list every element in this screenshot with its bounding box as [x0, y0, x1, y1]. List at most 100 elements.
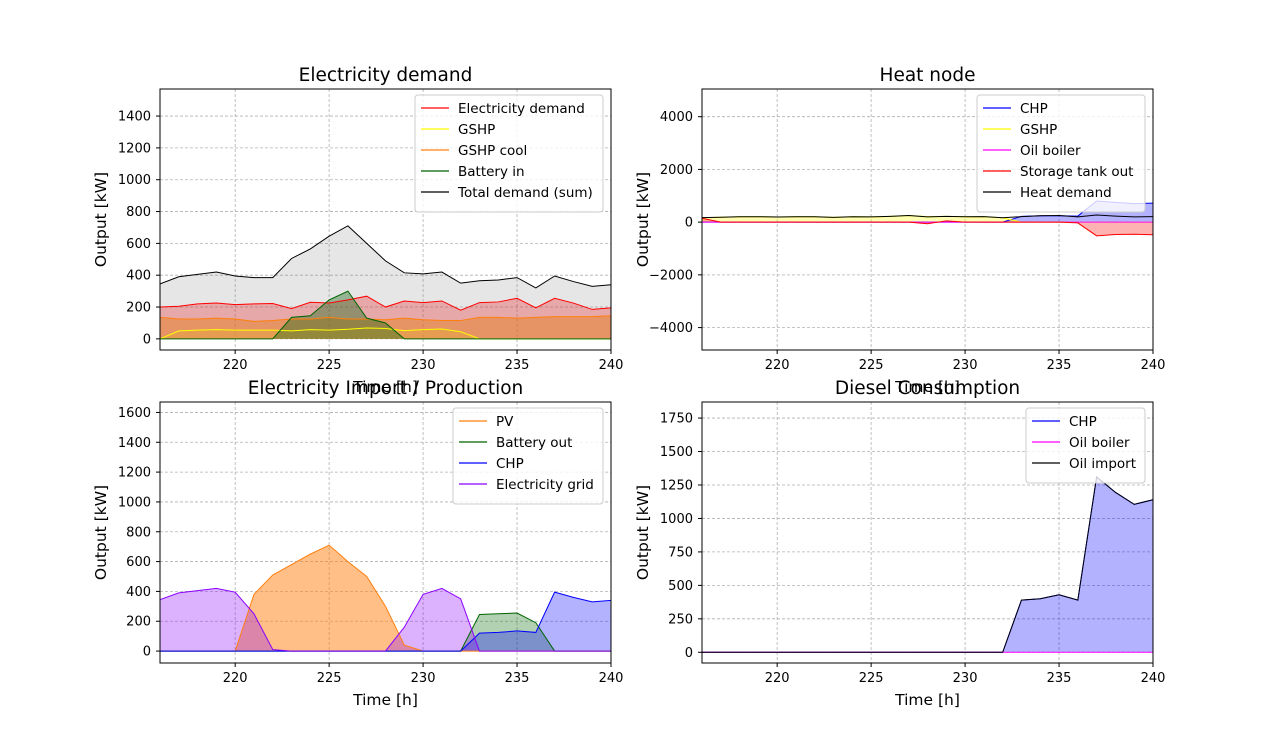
panel-title: Electricity demand	[299, 65, 473, 86]
legend-label-battery-in: Battery in	[458, 164, 525, 180]
y-axis-label: Output [kW]	[634, 172, 652, 267]
legend-label-gshp-cool: GSHP cool	[458, 143, 527, 159]
legend-label-oil-import: Oil import	[1069, 456, 1136, 472]
legend: CHP Oil boiler Oil import	[1025, 407, 1146, 484]
y-tick-label: 600	[126, 237, 151, 252]
legend-label-battery-out: Battery out	[496, 435, 572, 451]
legend-box	[414, 94, 604, 213]
x-tick-label: 240	[1141, 358, 1166, 373]
y-tick-label: 0	[143, 332, 151, 347]
y-tick-label: 1250	[660, 478, 693, 493]
legend: Electricity demand GSHP GSHP cool Battery i…	[414, 94, 604, 213]
y-tick-label: 4000	[660, 110, 693, 125]
electricity-import-production-panel: 220 225 230 235 240 0 200 400 600 800 1000 1200 1400…	[92, 378, 623, 709]
y-axis-label: Output [kW]	[92, 172, 110, 267]
series-line-oil-import	[702, 476, 1153, 653]
series-line-gshp-cool	[160, 315, 611, 322]
x-axis-label: Time [h]	[894, 691, 960, 709]
y-tick-label: 750	[668, 545, 693, 560]
electricity-demand-panel: 220 225 230 235 240 0 200 400 600 800 1000 1200 1400…	[92, 65, 623, 396]
legend-label-gshp: GSHP	[1020, 122, 1057, 138]
legend-label-oil-boiler: Oil boiler	[1020, 143, 1081, 159]
y-axis-label: Output [kW]	[92, 485, 110, 580]
x-tick-label: 220	[765, 358, 790, 373]
legend-label-oil-boiler: Oil boiler	[1069, 435, 1130, 451]
legend-label-pv: PV	[496, 414, 514, 430]
series-fill-pv	[160, 545, 611, 652]
y-tick-label: 1400	[118, 436, 151, 451]
x-tick-label: 225	[317, 358, 342, 373]
diesel-consumption-panel: 220 225 230 235 240 0 250 500 750 1000 1250 1500 175…	[634, 378, 1165, 709]
y-tick-label: 0	[143, 645, 151, 660]
axes-frame	[159, 401, 612, 664]
series-fill-battery-out	[160, 613, 611, 652]
legend-label-electricity-demand: Electricity demand	[458, 101, 585, 117]
panel-title: Heat node	[880, 65, 976, 86]
x-tick-label: 225	[859, 358, 884, 373]
y-tick-label: 1600	[118, 406, 151, 421]
y-tick-label: 1750	[660, 412, 693, 427]
x-tick-label: 235	[505, 358, 530, 373]
y-tick-label: 0	[685, 646, 693, 661]
y-tick-label: 500	[668, 579, 693, 594]
series-line-heat-demand	[702, 214, 1153, 219]
x-tick-label: 240	[599, 671, 624, 686]
y-tick-label: 2000	[660, 163, 693, 178]
legend-label-chp: CHP	[1020, 101, 1048, 117]
series-line-battery-in	[160, 290, 611, 340]
series-line-total-demand-sum	[160, 225, 611, 289]
y-tick-label: 1500	[660, 445, 693, 460]
series-fill-storage-tank-out	[702, 218, 1153, 236]
x-tick-label: 235	[1047, 671, 1072, 686]
y-tick-label: 400	[126, 585, 151, 600]
y-tick-label: 400	[126, 269, 151, 284]
legend-label-chp: CHP	[496, 456, 524, 472]
y-tick-label: 0	[685, 216, 693, 231]
y-tick-label: 250	[668, 612, 693, 627]
y-tick-label: 1000	[118, 173, 151, 188]
x-tick-label: 230	[411, 671, 436, 686]
y-tick-label: 200	[126, 615, 151, 630]
series-line-electricity-demand	[160, 295, 611, 311]
series-line-electricity-grid	[160, 587, 611, 652]
legend-label-heat-demand: Heat demand	[1020, 185, 1112, 201]
y-tick-label: 600	[126, 555, 151, 570]
y-tick-label: 1400	[118, 110, 151, 125]
y-tick-label: 1000	[660, 512, 693, 527]
legend-box	[976, 94, 1146, 213]
x-tick-label: 230	[953, 358, 978, 373]
y-tick-label: −4000	[649, 321, 693, 336]
x-tick-label: 240	[599, 358, 624, 373]
y-tick-label: 200	[126, 301, 151, 316]
x-tick-label: 225	[317, 671, 342, 686]
x-axis-label: Time [h]	[894, 378, 960, 396]
axes-frame	[701, 401, 1154, 664]
x-tick-label: 230	[953, 671, 978, 686]
panel-title: Electricity Import / Production	[248, 378, 524, 399]
y-tick-label: 1000	[118, 495, 151, 510]
series-fill-electricity-grid	[160, 588, 611, 652]
legend-label-total-demand-sum: Total demand (sum)	[457, 185, 593, 201]
legend-label-chp: CHP	[1069, 414, 1097, 430]
y-tick-label: 1200	[118, 466, 151, 481]
series-fill-chp	[160, 592, 611, 652]
series-fill-chp	[702, 201, 1153, 223]
y-tick-label: 800	[126, 525, 151, 540]
x-tick-label: 225	[859, 671, 884, 686]
legend-box	[1025, 407, 1146, 484]
legend-label-gshp: GSHP	[458, 122, 495, 138]
x-tick-label: 235	[1047, 358, 1072, 373]
series-fill-chp	[702, 476, 1153, 653]
y-tick-label: −2000	[649, 268, 693, 283]
legend-label-electricity-grid: Electricity grid	[496, 477, 594, 493]
x-axis-label: Time [h]	[352, 378, 418, 396]
legend-box	[452, 407, 604, 505]
axes-frame	[701, 88, 1154, 351]
series-fill-total-demand-sum	[160, 225, 611, 339]
legend: CHP GSHP Oil boiler Storage tank out Heat de…	[976, 94, 1146, 213]
x-tick-label: 220	[223, 671, 248, 686]
x-tick-label: 235	[505, 671, 530, 686]
x-axis-label: Time [h]	[352, 691, 418, 709]
heat-node-panel: 220 225 230 235 240 −4000 −2000 0 2000 4000 Time […	[634, 65, 1165, 396]
x-tick-label: 230	[411, 358, 436, 373]
